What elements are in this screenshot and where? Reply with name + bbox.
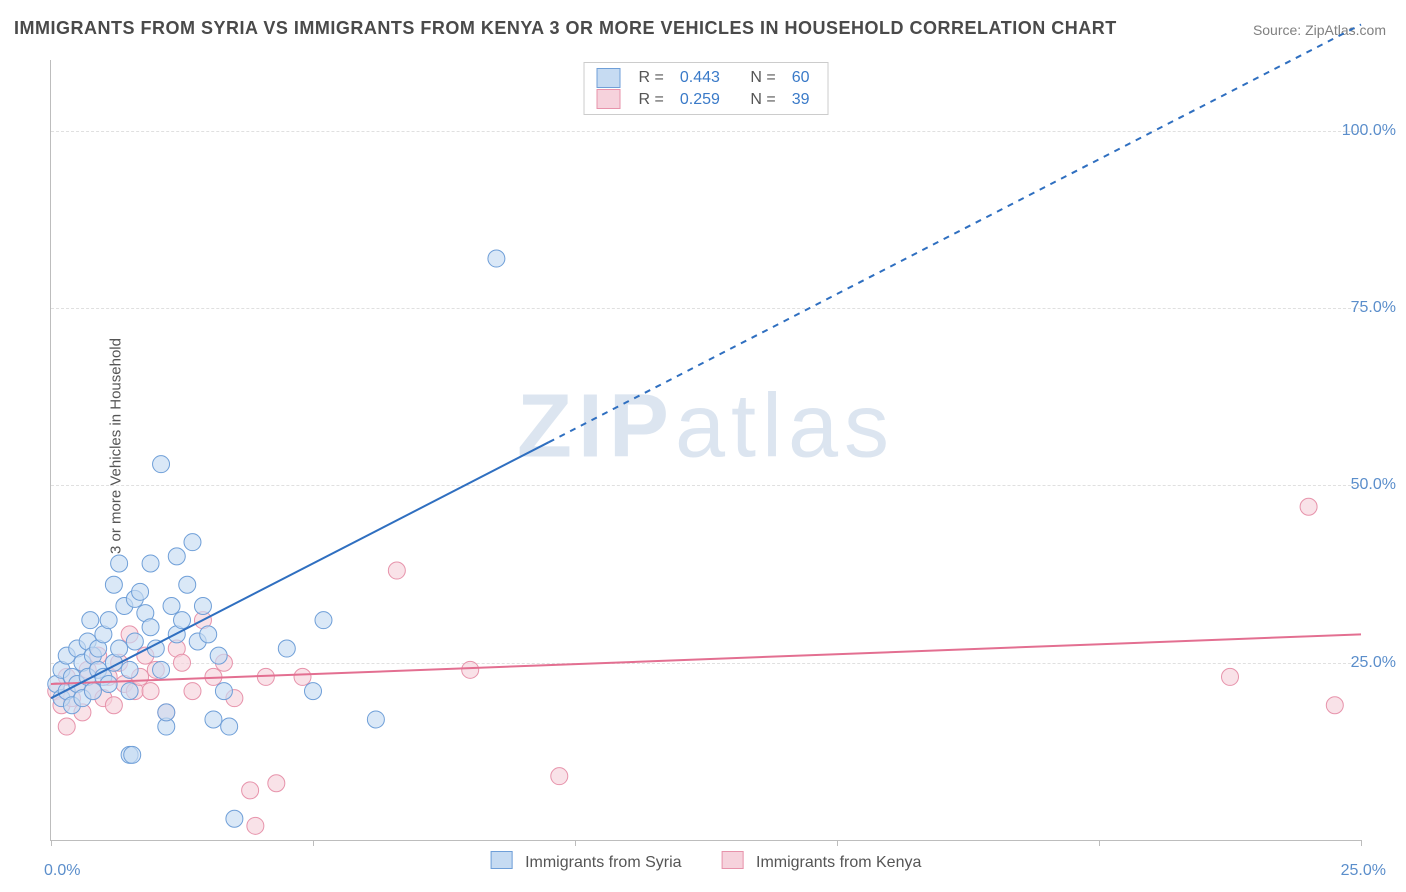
swatch-syria-icon: [491, 851, 513, 869]
stat-row-kenya: R = 0.259 N = 39: [597, 89, 816, 111]
y-tick-label: 50.0%: [1351, 476, 1396, 494]
legend-item-syria: Immigrants from Syria: [491, 851, 682, 872]
legend-item-kenya: Immigrants from Kenya: [722, 851, 922, 872]
plot-area: ZIPatlas R = 0.443 N = 60 R = 0.259 N = …: [50, 60, 1361, 841]
swatch-syria: [597, 68, 621, 88]
y-tick-label: 25.0%: [1351, 654, 1396, 672]
swatch-kenya: [597, 89, 621, 109]
source-label: Source: ZipAtlas.com: [1253, 22, 1386, 38]
stat-row-syria: R = 0.443 N = 60: [597, 67, 816, 89]
swatch-kenya-icon: [722, 851, 744, 869]
chart-svg: [51, 60, 1361, 840]
legend-bottom: Immigrants from Syria Immigrants from Ke…: [491, 851, 922, 872]
x-tick-25: 25.0%: [1341, 862, 1386, 880]
x-tick-0: 0.0%: [44, 862, 80, 880]
stat-legend-box: R = 0.443 N = 60 R = 0.259 N = 39: [584, 62, 829, 115]
y-tick-label: 75.0%: [1351, 299, 1396, 317]
chart-title: IMMIGRANTS FROM SYRIA VS IMMIGRANTS FROM…: [14, 18, 1117, 39]
y-tick-label: 100.0%: [1342, 122, 1396, 140]
